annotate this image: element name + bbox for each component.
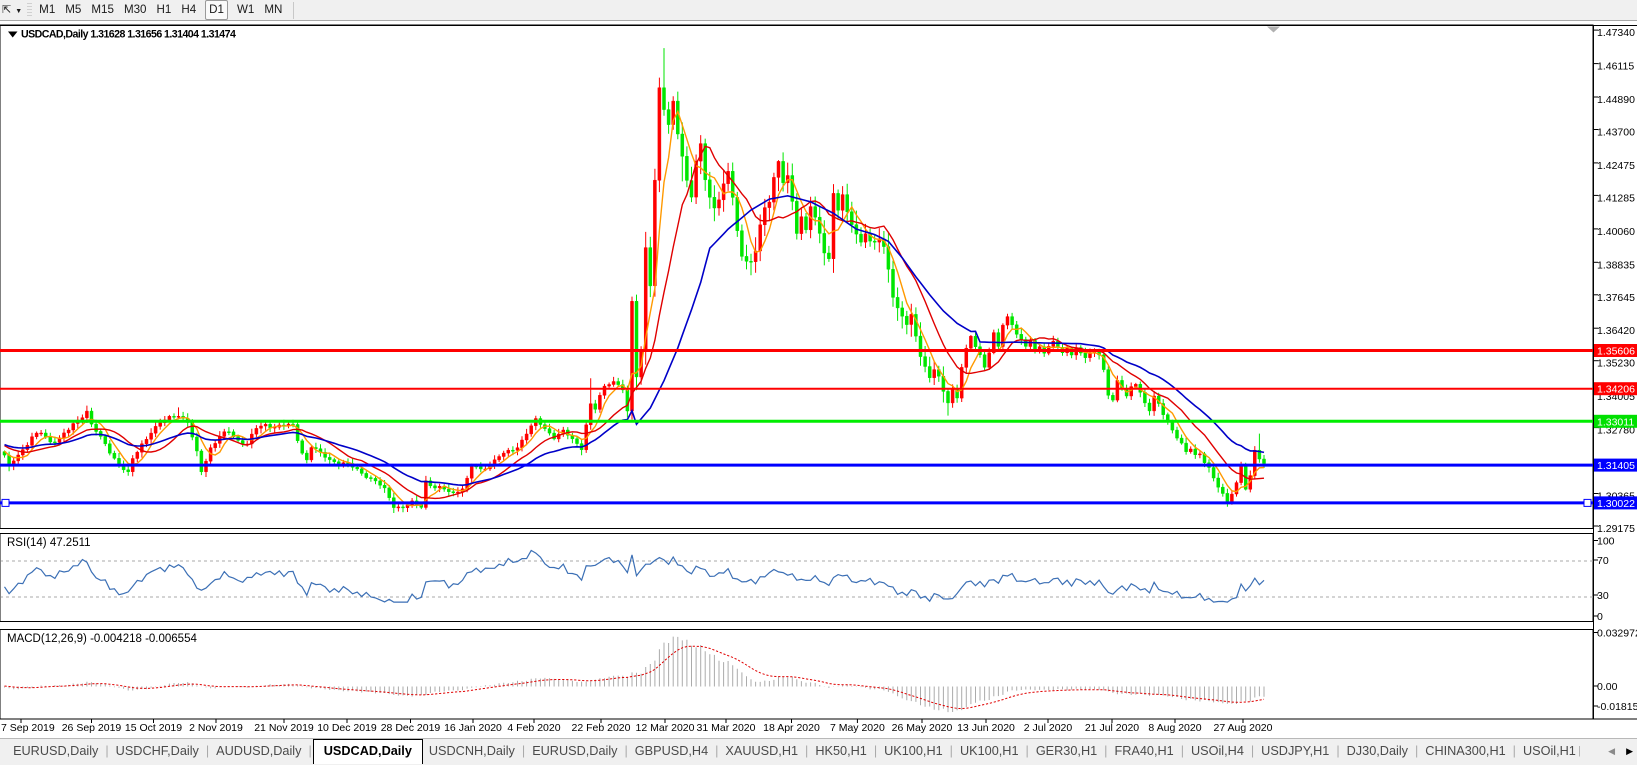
svg-text:0.00: 0.00	[1597, 681, 1618, 693]
svg-text:13 Jun 2020: 13 Jun 2020	[957, 722, 1015, 734]
svg-text:2 Nov 2019: 2 Nov 2019	[189, 722, 243, 734]
svg-text:70: 70	[1597, 555, 1609, 567]
svg-text:2 Jul 2020: 2 Jul 2020	[1024, 722, 1073, 734]
svg-text:22 Feb 2020: 22 Feb 2020	[572, 722, 631, 734]
svg-text:1.36420: 1.36420	[1597, 325, 1635, 337]
svg-text:RSI(14) 47.2511: RSI(14) 47.2511	[7, 537, 91, 549]
svg-text:15 Oct 2019: 15 Oct 2019	[125, 722, 182, 734]
svg-text:1.29175: 1.29175	[1597, 523, 1635, 535]
svg-text:1.40060: 1.40060	[1597, 226, 1635, 238]
svg-text:18 Apr 2020: 18 Apr 2020	[763, 722, 820, 734]
svg-text:4 Feb 2020: 4 Feb 2020	[507, 722, 560, 734]
svg-text:100: 100	[1597, 536, 1615, 548]
svg-text:1.42475: 1.42475	[1597, 160, 1635, 172]
svg-text:1.33011: 1.33011	[1597, 416, 1634, 428]
svg-text:30: 30	[1597, 590, 1609, 602]
svg-text:-0.018154: -0.018154	[1597, 701, 1637, 713]
svg-text:1.37645: 1.37645	[1597, 292, 1635, 304]
svg-text:1.38835: 1.38835	[1597, 259, 1635, 271]
svg-text:21 Nov 2019: 21 Nov 2019	[254, 722, 314, 734]
svg-text:1.41285: 1.41285	[1597, 192, 1635, 204]
svg-text:1.47340: 1.47340	[1597, 27, 1635, 39]
svg-text:21 Jul 2020: 21 Jul 2020	[1085, 722, 1139, 734]
svg-text:1.35606: 1.35606	[1597, 346, 1635, 358]
svg-text:USDCAD,Daily 1.31628 1.31656: USDCAD,Daily 1.31628 1.31656 1.31404 1.3…	[21, 29, 236, 41]
svg-text:8 Aug 2020: 8 Aug 2020	[1148, 722, 1201, 734]
svg-text:7 Sep 2019: 7 Sep 2019	[1, 722, 55, 734]
svg-text:26 May 2020: 26 May 2020	[892, 722, 953, 734]
svg-text:1.46115: 1.46115	[1597, 61, 1634, 73]
svg-text:0: 0	[1597, 611, 1603, 623]
svg-text:1.35230: 1.35230	[1597, 358, 1635, 370]
svg-text:1.31405: 1.31405	[1597, 460, 1635, 472]
svg-text:16 Jan 2020: 16 Jan 2020	[444, 722, 502, 734]
svg-text:28 Dec 2019: 28 Dec 2019	[381, 722, 441, 734]
svg-text:MACD(12,26,9) -0.004218 -0.006: MACD(12,26,9) -0.004218 -0.006554	[7, 633, 197, 645]
svg-text:1.43700: 1.43700	[1597, 127, 1635, 139]
svg-text:31 Mar 2020: 31 Mar 2020	[697, 722, 756, 734]
svg-text:27 Aug 2020: 27 Aug 2020	[1214, 722, 1273, 734]
svg-text:12 Mar 2020: 12 Mar 2020	[636, 722, 695, 734]
svg-text:1.30022: 1.30022	[1597, 498, 1635, 510]
svg-text:0.032972: 0.032972	[1597, 628, 1637, 640]
svg-text:26 Sep 2019: 26 Sep 2019	[62, 722, 122, 734]
svg-text:1.34206: 1.34206	[1597, 384, 1635, 396]
svg-text:1.44890: 1.44890	[1597, 94, 1635, 106]
svg-text:10 Dec 2019: 10 Dec 2019	[317, 722, 377, 734]
svg-text:7 May 2020: 7 May 2020	[830, 722, 885, 734]
